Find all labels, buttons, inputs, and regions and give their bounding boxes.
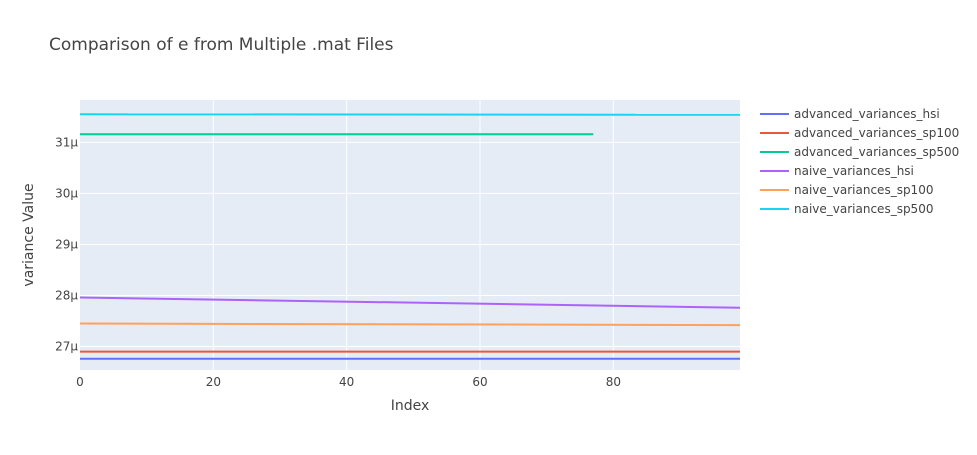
y-axis-title: variance Value bbox=[21, 183, 37, 286]
y-tick-label: 28μ bbox=[55, 288, 78, 302]
legend-label[interactable]: advanced_variances_hsi bbox=[794, 107, 940, 121]
x-tick-label: 60 bbox=[472, 375, 487, 389]
legend: advanced_variances_hsi advanced_variances… bbox=[760, 107, 959, 216]
x-tick-label: 80 bbox=[606, 375, 621, 389]
grid-lines bbox=[80, 100, 740, 370]
x-axis-title: Index bbox=[391, 398, 430, 414]
x-tick-label: 20 bbox=[206, 375, 221, 389]
y-tick-label: 30μ bbox=[55, 186, 78, 200]
series-lines bbox=[79, 113, 741, 360]
series-line[interactable] bbox=[79, 296, 741, 309]
legend-label[interactable]: advanced_variances_sp100 bbox=[794, 126, 959, 140]
legend-label[interactable]: naive_variances_sp500 bbox=[794, 202, 933, 216]
plot-area bbox=[80, 100, 740, 370]
y-tick-label: 27μ bbox=[55, 340, 78, 354]
x-tick-label: 40 bbox=[339, 375, 354, 389]
chart-title: Comparison of e from Multiple .mat Files bbox=[49, 35, 394, 55]
x-tick-label: 0 bbox=[76, 375, 84, 389]
series-line[interactable] bbox=[79, 113, 741, 116]
y-tick-label: 31μ bbox=[55, 135, 78, 149]
y-tick-label: 29μ bbox=[55, 237, 78, 251]
legend-label[interactable]: advanced_variances_sp500 bbox=[794, 145, 959, 159]
legend-label[interactable]: naive_variances_sp100 bbox=[794, 183, 933, 197]
tick-labels: 27μ 28μ 29μ 30μ 31μ 0 20 40 60 80 bbox=[55, 135, 621, 389]
series-line[interactable] bbox=[79, 322, 741, 327]
legend-label[interactable]: naive_variances_hsi bbox=[794, 164, 914, 178]
